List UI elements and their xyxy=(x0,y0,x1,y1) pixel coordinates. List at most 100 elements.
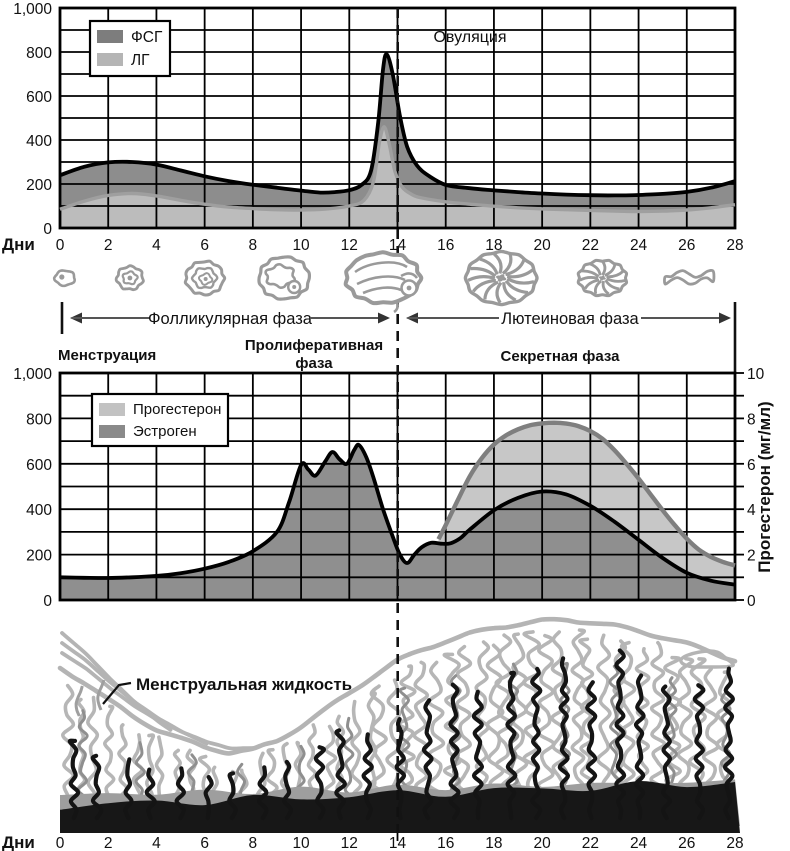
shedding-debris xyxy=(74,685,84,717)
progesterone-legend-label: Прогестерон xyxy=(133,401,221,418)
tick-label: 26 xyxy=(678,237,695,254)
tick-label: 200 xyxy=(26,177,52,194)
tick-label: 400 xyxy=(26,502,52,519)
tick-label: 0 xyxy=(43,593,52,610)
fsh-legend-label: ФСГ xyxy=(131,29,163,46)
lh-legend-label: ЛГ xyxy=(131,52,150,69)
proliferative-phase-label: Пролиферативная xyxy=(245,337,383,354)
menstrual-fluid-stream xyxy=(60,631,173,732)
fsh-swatch-icon xyxy=(97,30,123,43)
tick-label: 20 xyxy=(534,237,552,254)
tick-label: 800 xyxy=(26,45,52,62)
progesterone-curve xyxy=(436,420,736,568)
follicle-stage-icons xyxy=(52,249,716,314)
fsh-curve xyxy=(59,52,736,198)
estrogen-curve xyxy=(59,442,736,587)
spiral-arteries xyxy=(67,648,735,821)
tick-label: 28 xyxy=(726,835,743,851)
tick-label: 8 xyxy=(249,835,258,851)
tick-label: 12 xyxy=(341,835,358,851)
phase-arrows: Фолликулярная фаза Лютеиновая фаза xyxy=(60,302,737,373)
tick-label: 24 xyxy=(630,835,648,851)
tick-label: 800 xyxy=(26,411,52,428)
tick-label: 8 xyxy=(249,237,258,254)
lh-swatch-icon xyxy=(97,53,123,66)
steroid-chart-curves xyxy=(59,372,744,601)
top-days-axis-label: Дни xyxy=(2,235,35,254)
tick-label: 4 xyxy=(152,237,161,254)
tick-label: 8 xyxy=(747,411,756,428)
tick-label: 28 xyxy=(726,237,743,254)
estrogen-legend-label: Эстроген xyxy=(133,423,197,440)
ovulation-annotation: Овуляция xyxy=(433,29,506,46)
tick-label: 400 xyxy=(26,133,52,150)
tick-label: 10 xyxy=(747,366,765,383)
luteal-phase-label: Лютеиновая фаза xyxy=(501,310,639,328)
lh-curve xyxy=(59,125,736,214)
shedding-debris xyxy=(96,679,106,711)
proliferative-phase-label-2: фаза xyxy=(295,355,333,372)
estrogen-swatch-icon xyxy=(99,425,125,438)
tick-label: 26 xyxy=(678,835,695,851)
arrowhead-right-icon xyxy=(378,312,390,324)
bottom-days-axis-label: Дни xyxy=(2,833,35,851)
tick-label: 6 xyxy=(747,457,756,474)
tick-label: 12 xyxy=(341,237,358,254)
tick-label: 4 xyxy=(152,835,161,851)
tick-label: 0 xyxy=(56,237,65,254)
follicular-phase-label: Фолликулярная фаза xyxy=(148,310,313,328)
tick-label: 14 xyxy=(389,237,407,254)
steroid-chart-tick-labels: 1,000 800 600 400 200 0 10 8 6 4 2 0 xyxy=(13,366,764,610)
corpus-albicans-icon xyxy=(663,268,716,286)
tick-label: 2 xyxy=(104,835,113,851)
graafian-follicle-icon xyxy=(257,255,312,301)
tick-label: 22 xyxy=(582,237,599,254)
progesterone-axis-title: Прогестерон (мг/мл) xyxy=(755,401,774,572)
progesterone-swatch-icon xyxy=(99,403,125,416)
primordial-follicle-icon xyxy=(52,269,77,288)
tick-label: 0 xyxy=(56,835,65,851)
tick-label: 16 xyxy=(437,237,454,254)
endometrium-drawing xyxy=(57,616,740,841)
tick-label: 2 xyxy=(104,237,113,254)
estrogen-area xyxy=(60,444,735,600)
tick-label: 6 xyxy=(200,237,209,254)
corpus-luteum-icon xyxy=(463,249,539,307)
tick-label: 10 xyxy=(292,237,310,254)
tick-label: 4 xyxy=(747,502,756,519)
tick-label: 6 xyxy=(200,835,209,851)
tick-label: 22 xyxy=(582,835,599,851)
tick-label: 0 xyxy=(43,221,52,238)
steroid-legend: Прогестерон Эстроген xyxy=(90,392,230,448)
tick-label: 18 xyxy=(485,835,502,851)
tick-label: 10 xyxy=(292,835,310,851)
secretory-phase-label: Секретная фаза xyxy=(501,348,621,365)
tick-label: 0 xyxy=(747,593,756,610)
tick-label: 18 xyxy=(485,237,502,254)
tick-label: 600 xyxy=(26,89,52,106)
tick-label: 600 xyxy=(26,457,52,474)
tick-label: 14 xyxy=(389,835,407,851)
secondary-follicle-icon xyxy=(183,259,227,297)
menstrual-fluid-label: Менструальная жидкость xyxy=(136,675,352,694)
corpus-luteum-late-icon xyxy=(576,258,629,298)
tick-label: 1,000 xyxy=(13,1,52,18)
tick-label: 200 xyxy=(26,548,52,565)
tick-label: 2 xyxy=(747,548,756,565)
tick-label: 1,000 xyxy=(13,366,52,383)
primary-follicle-icon xyxy=(114,264,145,292)
tick-label: 20 xyxy=(534,835,552,851)
fluid-callout-line xyxy=(102,681,132,705)
menstruation-phase-label: Менструация xyxy=(58,347,156,364)
ovulating-follicle-icon xyxy=(343,250,424,314)
tick-label: 16 xyxy=(437,835,454,851)
gonadotropin-legend: ФСГ ЛГ xyxy=(88,19,172,78)
bottom-axis-tick-labels: 0 2 4 6 8 10 12 14 16 18 20 22 24 26 28 xyxy=(56,835,744,851)
tick-label: 24 xyxy=(630,237,648,254)
endometrial-glands xyxy=(61,628,732,810)
arrowhead-right-icon xyxy=(719,312,731,324)
surface-clump xyxy=(679,649,735,669)
